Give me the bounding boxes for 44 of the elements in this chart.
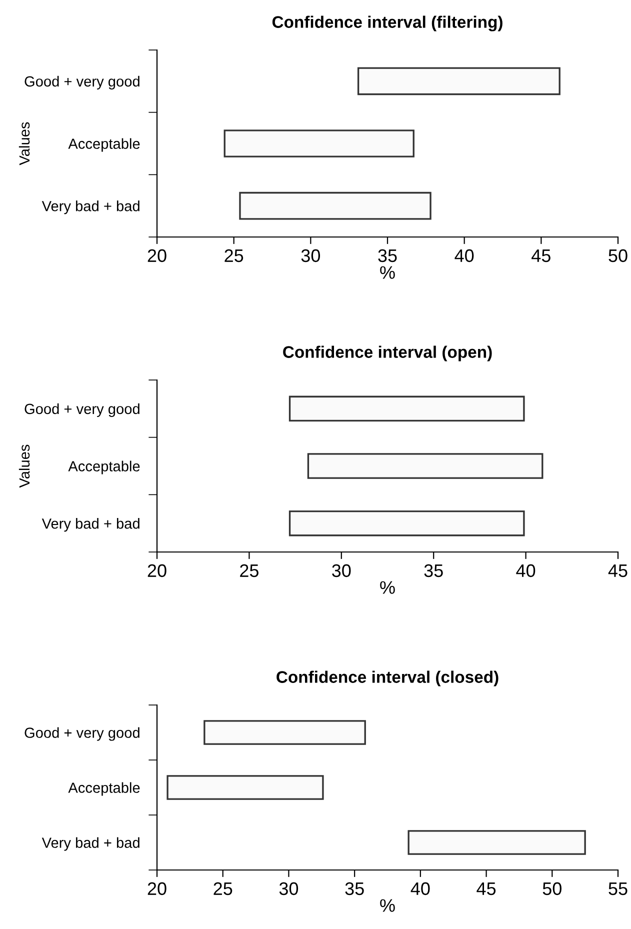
y-tick-label: Very bad + bad — [42, 200, 140, 214]
x-tick-label: 40 — [454, 249, 474, 262]
x-tick-label: 20 — [148, 249, 166, 262]
bar — [224, 130, 414, 158]
x-tick-label: 30 — [279, 882, 298, 896]
x-tick-label: 50 — [542, 882, 562, 896]
y-axis-title: Values — [18, 122, 30, 166]
y-tick-label: Very bad + bad — [42, 837, 140, 851]
y-tick-label: Good + very good — [24, 76, 140, 90]
x-axis-title: % — [380, 266, 395, 279]
chart-title: Confidence interval (closed) — [276, 670, 498, 686]
x-tick-label: 35 — [378, 249, 397, 262]
x-tick-label: 25 — [224, 249, 244, 262]
y-tick-label: Very bad + bad — [42, 518, 140, 532]
x-axis-title: % — [380, 899, 395, 912]
x-axis-title: % — [380, 581, 395, 594]
x-tick-label: 55 — [608, 882, 628, 896]
bar — [166, 775, 324, 800]
x-tick-label: 50 — [608, 249, 628, 262]
y-tick-label: Acceptable — [68, 138, 140, 152]
chart-title: Confidence interval (open) — [283, 346, 492, 362]
y-tick-label: Acceptable — [68, 782, 140, 796]
bar — [239, 192, 432, 220]
bar — [408, 830, 586, 855]
y-tick-label: Good + very good — [24, 727, 140, 741]
x-tick-label: 35 — [424, 564, 443, 578]
x-tick-label: 20 — [148, 564, 166, 578]
y-tick-label: Acceptable — [68, 460, 140, 474]
bar — [357, 67, 560, 96]
x-tick-label: 45 — [608, 564, 628, 578]
x-tick-label: 25 — [240, 564, 258, 578]
bar — [204, 720, 366, 745]
x-tick-label: 45 — [476, 882, 496, 896]
x-tick-label: 30 — [301, 249, 320, 262]
chart-title: Confidence interval (filtering) — [272, 16, 502, 32]
x-tick-label: 35 — [345, 882, 364, 896]
x-tick-label: 20 — [148, 882, 166, 896]
x-tick-label: 45 — [532, 249, 550, 262]
x-tick-label: 25 — [214, 882, 232, 896]
y-tick-label: Good + very good — [24, 403, 140, 417]
x-tick-label: 30 — [332, 564, 351, 578]
y-axis-title: Values — [18, 444, 30, 488]
x-tick-label: 40 — [410, 882, 430, 896]
x-tick-label: 40 — [516, 564, 536, 578]
